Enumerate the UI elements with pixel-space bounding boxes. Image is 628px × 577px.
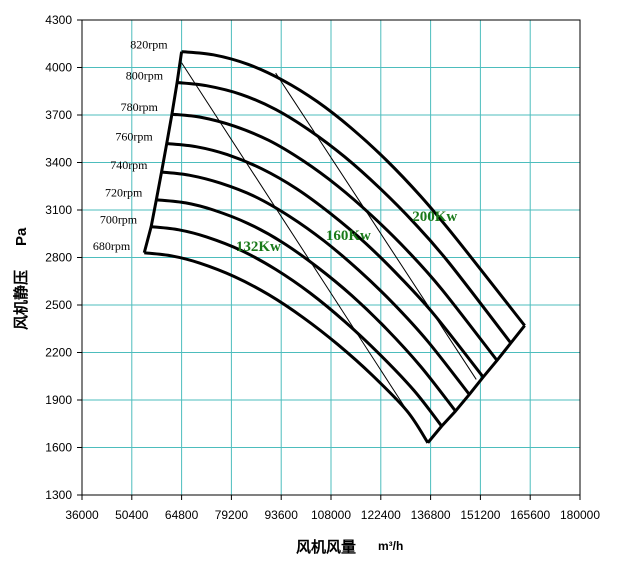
x-tick-label: 151200 xyxy=(460,508,500,522)
x-axis-title: 风机风量 xyxy=(296,538,356,556)
curve-label-760rpm: 760rpm xyxy=(115,130,153,144)
x-tick-label: 136800 xyxy=(411,508,451,522)
y-tick-label: 4300 xyxy=(45,13,72,27)
y-axis-unit: Pa xyxy=(13,227,30,246)
rpm-curves xyxy=(142,50,526,444)
rpm-curve-760rpm xyxy=(166,142,485,378)
x-tick-label: 79200 xyxy=(215,508,249,522)
y-tick-label: 1600 xyxy=(45,441,72,455)
x-tick-label: 64800 xyxy=(165,508,199,522)
curve-label-680rpm: 680rpm xyxy=(93,239,131,253)
y-tick-label: 4000 xyxy=(45,61,72,75)
rpm-curve-820rpm xyxy=(181,50,526,327)
rpm-curve-800rpm xyxy=(176,81,513,344)
right-envelope xyxy=(426,324,526,444)
curve-label-820rpm: 820rpm xyxy=(130,38,168,52)
plot-frame xyxy=(81,19,581,496)
power-label-132Kw: 132Kw xyxy=(236,239,281,255)
x-tick-label: 50400 xyxy=(115,508,149,522)
curve-label-740rpm: 740rpm xyxy=(110,158,148,172)
tick-labels: 36000 50400 64800 79200 93600 108000 122400 136… xyxy=(45,13,600,522)
y-tick-label: 3700 xyxy=(45,108,72,122)
y-tick-label: 1900 xyxy=(45,393,72,407)
x-tick-label: 108000 xyxy=(311,508,351,522)
y-axis-title: 风机静压 xyxy=(12,270,30,330)
rpm-curve-740rpm xyxy=(161,170,471,396)
power-lines xyxy=(181,62,477,444)
y-tick-label: 2200 xyxy=(45,346,72,360)
x-tick-label: 36000 xyxy=(65,508,99,522)
y-tick-label: 2500 xyxy=(45,298,72,312)
rpm-curve-680rpm xyxy=(144,251,430,444)
rpm-curve-720rpm xyxy=(156,198,457,413)
x-tick-label: 93600 xyxy=(265,508,299,522)
curve-label-700rpm: 700rpm xyxy=(100,213,138,227)
curve-label-720rpm: 720rpm xyxy=(105,186,143,200)
left-envelope xyxy=(142,51,184,254)
rpm-curve-780rpm xyxy=(171,112,499,362)
curve-labels: 680rpm 700rpm 720rpm 740rpm 760rpm 780rpm 800r… xyxy=(93,38,458,256)
power-line-132Kw xyxy=(181,62,429,444)
x-axis-unit: m³/h xyxy=(378,539,403,553)
power-label-200Kw: 200Kw xyxy=(412,209,457,225)
y-tick-label: 2800 xyxy=(45,251,72,265)
x-tick-label: 122400 xyxy=(361,508,401,522)
rpm-curve-700rpm xyxy=(150,225,443,428)
power-line-160Kw xyxy=(275,72,477,380)
grid-layer xyxy=(77,19,581,500)
power-label-160Kw: 160Kw xyxy=(326,228,371,244)
x-tick-label: 180000 xyxy=(560,508,600,522)
curve-label-800rpm: 800rpm xyxy=(126,69,164,83)
y-tick-label: 3100 xyxy=(45,203,72,217)
curve-label-780rpm: 780rpm xyxy=(121,100,159,114)
x-tick-label: 165600 xyxy=(510,508,550,522)
y-tick-label: 1300 xyxy=(45,488,72,502)
y-tick-label: 3400 xyxy=(45,156,72,170)
